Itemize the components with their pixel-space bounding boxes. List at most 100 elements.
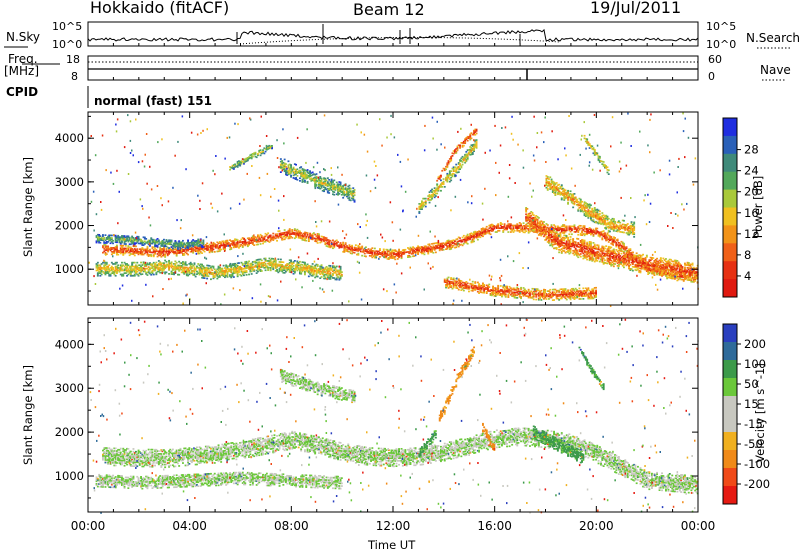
heatmap-cell xyxy=(194,266,196,268)
heatmap-cell xyxy=(333,191,335,193)
heatmap-cell xyxy=(190,262,192,264)
heatmap-cell xyxy=(614,221,616,223)
heatmap-cell xyxy=(262,243,264,245)
heatmap-cell xyxy=(265,263,267,265)
heatmap-cell xyxy=(293,167,295,169)
heatmap-cell xyxy=(204,277,206,279)
heatmap-cell xyxy=(317,242,319,244)
heatmap-cell xyxy=(300,232,302,234)
heatmap-cell xyxy=(294,228,296,230)
heatmap-cell xyxy=(326,180,328,182)
heatmap-cell xyxy=(580,225,582,227)
heatmap-cell xyxy=(290,164,292,166)
heatmap-cell xyxy=(256,237,258,239)
heatmap-cell xyxy=(327,181,329,183)
heatmap-cell xyxy=(294,260,296,262)
heatmap-cell xyxy=(257,153,259,155)
heatmap-cell xyxy=(507,231,509,233)
heatmap-cell xyxy=(371,247,373,249)
heatmap-cell xyxy=(581,201,583,203)
heatmap-cell xyxy=(220,249,222,251)
heatmap-cell xyxy=(440,175,442,177)
heatmap-cell xyxy=(253,269,255,271)
heatmap-cell xyxy=(201,252,203,254)
heatmap-cell xyxy=(216,244,218,246)
heatmap-cell xyxy=(285,237,287,239)
heatmap-cell xyxy=(284,238,286,240)
heatmap-cell xyxy=(209,265,211,267)
heatmap-cell xyxy=(601,237,603,239)
heatmap-cell xyxy=(346,245,348,247)
heatmap-cell xyxy=(136,262,138,264)
heatmap-cell xyxy=(141,240,143,242)
heatmap-cell xyxy=(290,175,292,177)
heatmap-cell xyxy=(424,254,426,256)
heatmap-cell xyxy=(549,176,551,178)
heatmap-cell xyxy=(520,223,522,225)
heatmap-cell xyxy=(166,272,168,274)
heatmap-cell xyxy=(326,237,328,239)
heatmap-cell xyxy=(575,197,577,199)
heatmap-cell xyxy=(304,180,306,182)
heatmap-cell xyxy=(284,229,286,231)
heatmap-cell xyxy=(623,243,625,245)
heatmap-cell xyxy=(280,158,282,160)
heatmap-cell xyxy=(122,245,124,247)
heatmap-cell xyxy=(349,197,351,199)
heatmap-cell xyxy=(463,235,465,237)
heatmap-cell xyxy=(285,166,287,168)
heatmap-cell xyxy=(242,245,244,247)
heatmap-cell xyxy=(257,271,259,273)
heatmap-cell xyxy=(613,218,615,220)
heatmap-cell xyxy=(352,187,354,189)
heatmap-cell xyxy=(187,240,189,242)
heatmap-cell xyxy=(125,245,127,247)
heatmap-cell xyxy=(345,242,347,244)
heatmap-cell xyxy=(275,238,277,240)
heatmap-cell xyxy=(256,272,258,274)
heatmap-cell xyxy=(150,237,152,239)
heatmap-cell xyxy=(147,274,149,276)
heatmap-cell xyxy=(501,223,503,225)
heatmap-cell xyxy=(111,235,113,237)
heatmap-cell xyxy=(252,264,254,266)
heatmap-cell xyxy=(383,249,385,251)
heatmap-cell xyxy=(567,190,569,192)
heatmap-cell xyxy=(229,169,231,171)
heatmap-cell xyxy=(276,269,278,271)
heatmap-cell xyxy=(304,262,306,264)
heatmap-cell xyxy=(317,264,319,266)
heatmap-cell xyxy=(271,145,273,147)
heatmap-cell xyxy=(525,230,527,232)
heatmap-cell xyxy=(153,239,155,241)
heatmap-cell xyxy=(230,247,232,249)
heatmap-cell xyxy=(163,262,165,264)
heatmap-cell xyxy=(280,171,282,173)
heatmap-cell xyxy=(617,239,619,241)
heatmap-cell xyxy=(253,244,255,246)
heatmap-cell xyxy=(202,246,204,248)
heatmap-cell xyxy=(134,262,136,264)
heatmap-cell xyxy=(551,224,553,226)
heatmap-cell xyxy=(312,266,314,268)
heatmap-cell xyxy=(571,228,573,230)
heatmap-cell xyxy=(172,248,174,250)
heatmap-cell xyxy=(614,237,616,239)
heatmap-cell xyxy=(145,238,147,240)
heatmap-cell xyxy=(299,231,301,233)
heatmap-cell xyxy=(570,190,572,192)
heatmap-cell xyxy=(171,261,173,263)
heatmap-cell xyxy=(457,238,459,240)
heatmap-cell xyxy=(252,242,254,244)
heatmap-cell xyxy=(355,247,357,249)
heatmap-cell xyxy=(206,278,208,280)
heatmap-cell xyxy=(252,156,254,158)
heatmap-cell xyxy=(258,236,260,238)
heatmap-cell xyxy=(251,273,253,275)
heatmap-cell xyxy=(316,268,318,270)
heatmap-cell xyxy=(328,192,330,194)
heatmap-cell xyxy=(168,273,170,275)
heatmap-cell xyxy=(299,170,301,172)
heatmap-cell xyxy=(267,232,269,234)
heatmap-cell xyxy=(202,240,204,242)
